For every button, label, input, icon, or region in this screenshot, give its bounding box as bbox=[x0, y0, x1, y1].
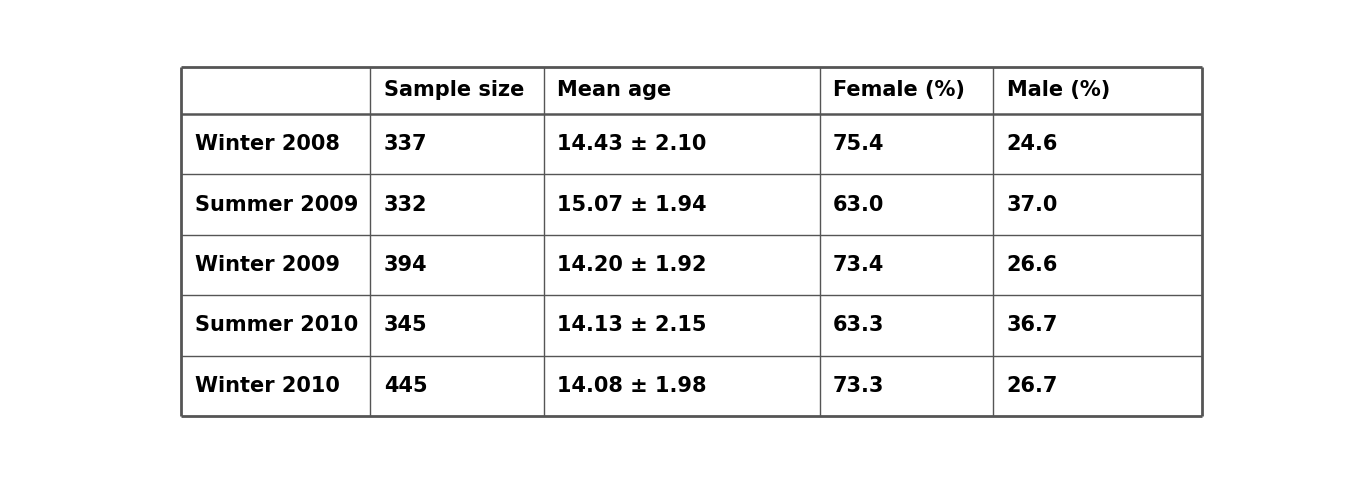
Text: 332: 332 bbox=[383, 195, 428, 215]
Text: 37.0: 37.0 bbox=[1007, 195, 1058, 215]
Text: Winter 2008: Winter 2008 bbox=[194, 134, 340, 154]
Text: 63.0: 63.0 bbox=[833, 195, 884, 215]
Text: 36.7: 36.7 bbox=[1007, 315, 1058, 336]
Text: 63.3: 63.3 bbox=[833, 315, 884, 336]
Text: 394: 394 bbox=[383, 255, 428, 275]
Text: Female (%): Female (%) bbox=[833, 80, 965, 100]
Text: Winter 2010: Winter 2010 bbox=[194, 376, 340, 396]
Text: Summer 2009: Summer 2009 bbox=[194, 195, 358, 215]
Text: 14.43 ± 2.10: 14.43 ± 2.10 bbox=[558, 134, 707, 154]
Text: Winter 2009: Winter 2009 bbox=[194, 255, 340, 275]
Text: 445: 445 bbox=[383, 376, 428, 396]
Text: Male (%): Male (%) bbox=[1007, 80, 1110, 100]
Text: 337: 337 bbox=[383, 134, 428, 154]
Text: 15.07 ± 1.94: 15.07 ± 1.94 bbox=[558, 195, 707, 215]
Text: 14.20 ± 1.92: 14.20 ± 1.92 bbox=[558, 255, 707, 275]
Text: 75.4: 75.4 bbox=[833, 134, 884, 154]
Text: Mean age: Mean age bbox=[558, 80, 672, 100]
Text: 24.6: 24.6 bbox=[1007, 134, 1058, 154]
Text: 73.4: 73.4 bbox=[833, 255, 884, 275]
Text: 26.6: 26.6 bbox=[1007, 255, 1058, 275]
Text: 14.08 ± 1.98: 14.08 ± 1.98 bbox=[558, 376, 707, 396]
Text: 73.3: 73.3 bbox=[833, 376, 884, 396]
Text: 26.7: 26.7 bbox=[1007, 376, 1058, 396]
Text: 345: 345 bbox=[383, 315, 428, 336]
Text: Summer 2010: Summer 2010 bbox=[194, 315, 358, 336]
Text: 14.13 ± 2.15: 14.13 ± 2.15 bbox=[558, 315, 707, 336]
Text: Sample size: Sample size bbox=[383, 80, 524, 100]
